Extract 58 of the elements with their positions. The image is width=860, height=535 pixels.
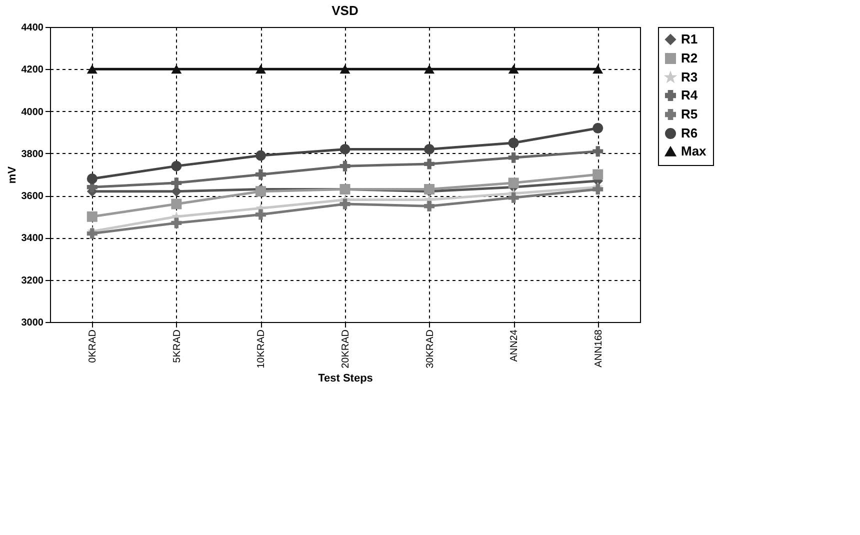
point (508, 64, 519, 74)
legend-label: R4 (681, 88, 698, 102)
point (171, 178, 182, 188)
point (171, 64, 182, 74)
point (340, 160, 350, 172)
point (255, 64, 266, 74)
point (340, 144, 350, 154)
point (255, 209, 266, 220)
y-tick-label: 4000 (21, 106, 44, 118)
y-tick-label: 3200 (21, 275, 44, 286)
x-tick-label: 10KRAD (256, 330, 268, 368)
y-tick-label: 4200 (21, 64, 44, 76)
point (171, 218, 182, 228)
point (508, 152, 519, 163)
point (424, 64, 435, 74)
x-tick-label: ANN24 (509, 329, 520, 362)
y-tick-label: 3800 (21, 148, 44, 160)
x-axis-title: Test Steps (318, 372, 373, 384)
point (86, 173, 98, 184)
point (171, 198, 182, 210)
point (255, 150, 266, 161)
legend-label: R3 (681, 70, 698, 84)
point (592, 64, 604, 74)
point (592, 122, 604, 134)
y-tick-label: 3600 (21, 191, 44, 202)
point (424, 184, 435, 194)
x-tick-label: ANN168 (593, 329, 604, 368)
x-tick-label: 30KRAD (424, 330, 436, 368)
point (424, 144, 435, 154)
point (508, 178, 519, 188)
y-tick-label: 4400 (21, 22, 44, 34)
legend-label: R6 (681, 126, 698, 140)
point (592, 169, 604, 180)
point (592, 146, 604, 157)
legend-label: R5 (681, 106, 698, 122)
point (508, 192, 519, 203)
point (86, 64, 98, 74)
point (424, 158, 435, 170)
x-tick-label: 5KRAD (172, 330, 183, 363)
point (340, 64, 350, 74)
chart-title: VSD (332, 3, 358, 18)
point (171, 160, 182, 172)
point (255, 169, 266, 180)
legend-label: R1 (681, 32, 698, 46)
x-tick-label: 0KRAD (88, 330, 99, 363)
x-tick-label: 20KRAD (340, 330, 352, 368)
point (424, 200, 435, 212)
point (592, 184, 604, 194)
point (340, 198, 350, 210)
y-tick-label: 3000 (21, 318, 44, 328)
y-axis-title: mV (6, 166, 18, 184)
point (508, 138, 519, 148)
y-tick-label: 3400 (21, 233, 44, 244)
point (86, 211, 98, 222)
legend-label: R2 (681, 50, 698, 66)
point (255, 186, 266, 197)
legend-label: Max (681, 144, 708, 158)
point (86, 228, 98, 239)
